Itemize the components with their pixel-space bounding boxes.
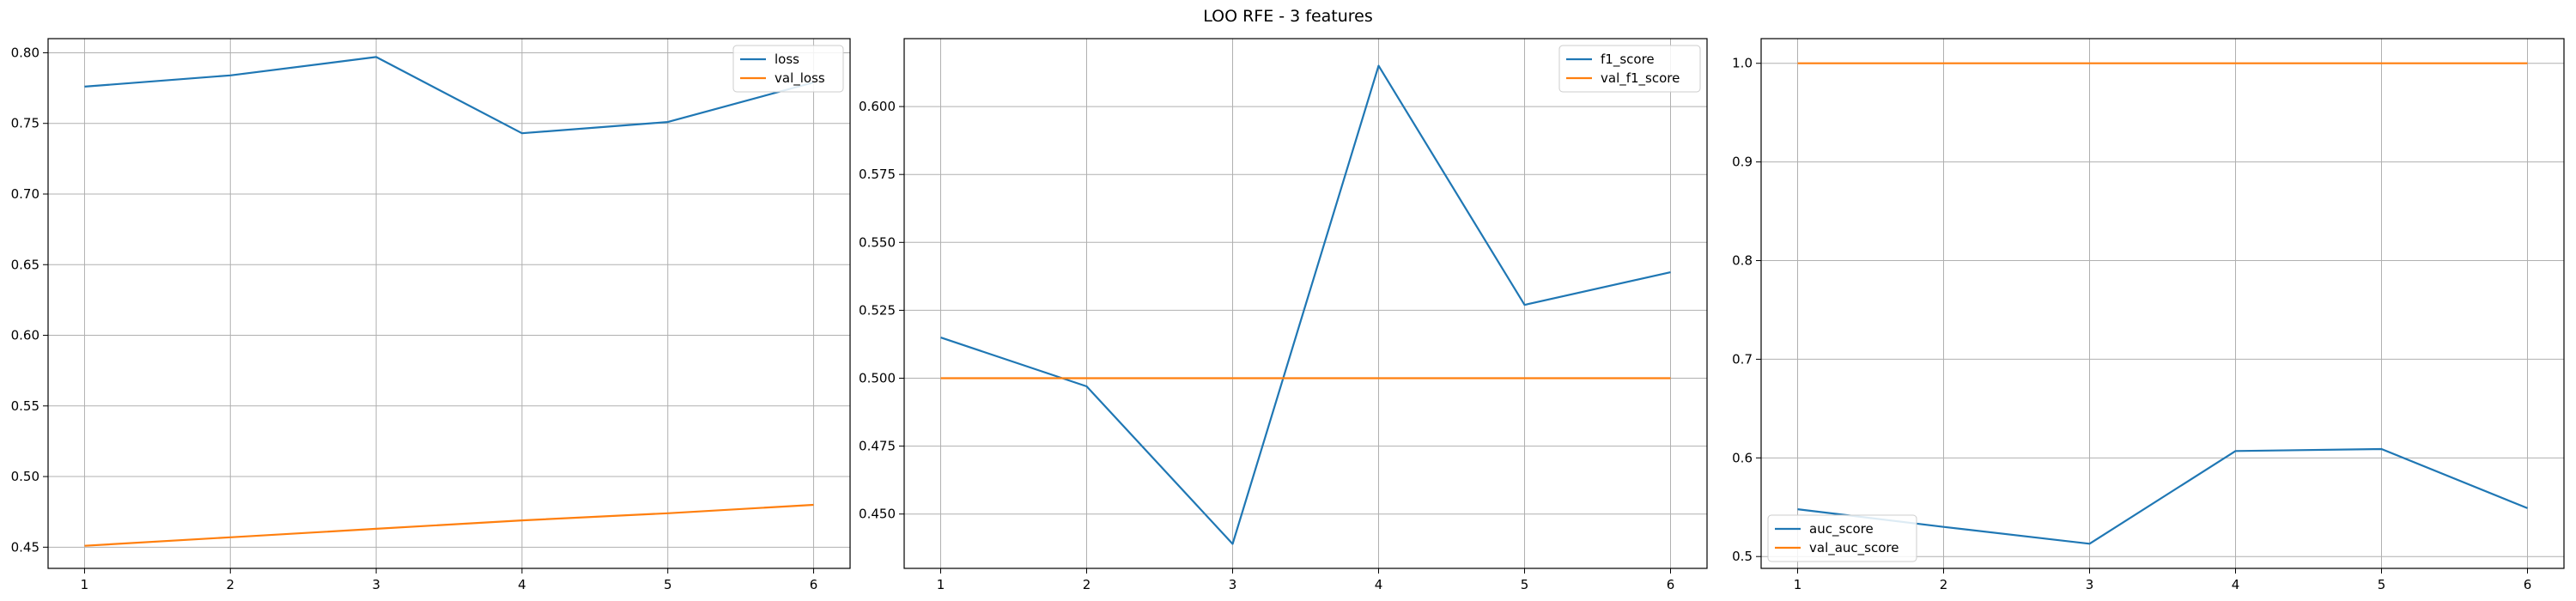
x-tick-label: 6 — [2524, 577, 2532, 592]
y-tick-label: 0.450 — [859, 507, 896, 522]
x-tick-label: 4 — [1375, 577, 1383, 592]
y-tick-label: 0.600 — [859, 99, 896, 114]
legend-label: f1_score — [1601, 52, 1655, 68]
y-tick-label: 0.525 — [859, 302, 896, 318]
y-tick-label: 0.55 — [11, 398, 39, 414]
x-tick-label: 5 — [1521, 577, 1529, 592]
y-tick-label: 0.6 — [1732, 450, 1753, 465]
x-tick-label: 5 — [2378, 577, 2386, 592]
figure-title: LOO RFE - 3 features — [1203, 7, 1373, 26]
chart-panel-1: 1 2 3 4 5 6 0.45 0.50 0.55 0.60 0.65 0.70 0.75 0.80 lo… — [11, 38, 851, 592]
y-tick-label: 0.575 — [859, 167, 896, 182]
y-tick-label: 1.0 — [1732, 56, 1753, 71]
legend-label: val_auc_score — [1809, 540, 1899, 556]
x-tick-label: 4 — [2232, 577, 2240, 592]
x-tick-label: 3 — [372, 577, 380, 592]
x-tick-label: 3 — [1229, 577, 1237, 592]
legend-label: loss — [775, 52, 799, 67]
x-tick-label: 4 — [518, 577, 526, 592]
chart-panel-3: 1 2 3 4 5 6 0.5 0.6 0.7 0.8 0.9 1.0 auc_score val_auc… — [1732, 38, 2565, 592]
x-tick-label: 2 — [1083, 577, 1091, 592]
x-tick-label: 6 — [810, 577, 818, 592]
x-tick-label: 2 — [226, 577, 234, 592]
y-tick-label: 0.550 — [859, 234, 896, 250]
axes-frame — [1760, 38, 2565, 569]
y-tick-label: 0.65 — [11, 257, 39, 272]
y-tick-label: 0.60 — [11, 328, 39, 343]
axes-frame — [903, 38, 1708, 569]
x-tick-label: 3 — [2086, 577, 2094, 592]
x-tick-label: 1 — [937, 577, 945, 592]
x-tick-label: 1 — [81, 577, 89, 592]
legend-label: val_f1_score — [1601, 70, 1680, 87]
legend-box — [1558, 45, 1701, 93]
y-tick-label: 0.75 — [11, 116, 39, 131]
series-line-f1_score — [940, 64, 1671, 545]
y-tick-label: 0.50 — [11, 469, 39, 484]
legend: auc_score val_auc_score — [1767, 514, 1917, 562]
y-tick-label: 0.9 — [1732, 155, 1753, 170]
x-tick-label: 6 — [1667, 577, 1675, 592]
chart-panel-2: 1 2 3 4 5 6 0.450 0.475 0.500 0.525 0.550 0.575 0.60… — [859, 38, 1708, 592]
series-line-loss — [84, 56, 814, 135]
y-tick-label: 0.45 — [11, 539, 39, 555]
legend: loss val_loss — [732, 45, 844, 93]
y-tick-label: 0.8 — [1732, 253, 1753, 269]
y-tick-label: 0.475 — [859, 439, 896, 454]
x-tick-label: 5 — [664, 577, 672, 592]
legend-label: auc_score — [1809, 521, 1874, 537]
legend-box — [1767, 514, 1917, 562]
x-tick-label: 2 — [1940, 577, 1948, 592]
legend-box — [732, 45, 844, 93]
series-line-auc_score — [1797, 447, 2528, 545]
y-tick-label: 0.70 — [11, 186, 39, 202]
y-tick-label: 0.500 — [859, 371, 896, 386]
axes-frame — [47, 38, 851, 569]
legend-label: val_loss — [775, 70, 825, 87]
y-tick-label: 0.5 — [1732, 549, 1753, 564]
series-line-val_loss — [84, 503, 814, 547]
y-tick-label: 0.7 — [1732, 351, 1753, 367]
legend: f1_score val_f1_score — [1558, 45, 1701, 93]
y-tick-label: 0.80 — [11, 45, 39, 60]
x-tick-label: 1 — [1794, 577, 1802, 592]
